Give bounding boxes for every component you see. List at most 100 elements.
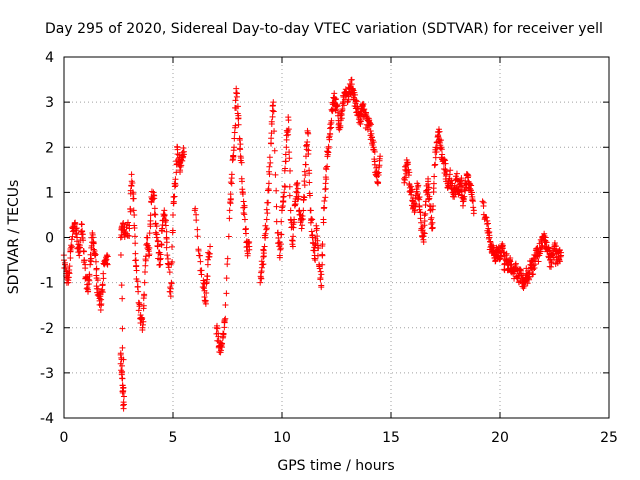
data-point (66, 267, 73, 274)
data-point (242, 226, 249, 233)
data-point (93, 265, 100, 272)
data-point (133, 267, 140, 274)
data-point (370, 139, 377, 146)
data-point (429, 224, 436, 231)
y-tick-label: 4 (45, 50, 54, 66)
data-point (531, 264, 538, 271)
data-point (219, 340, 226, 347)
data-point (92, 251, 99, 258)
data-point (286, 192, 293, 199)
data-point (65, 274, 72, 281)
data-point (166, 269, 173, 276)
data-point (479, 198, 486, 205)
data-point (443, 168, 450, 175)
data-point (278, 231, 285, 238)
data-point (437, 137, 444, 144)
data-point (268, 140, 275, 147)
data-point (353, 98, 360, 105)
data-point (535, 258, 542, 265)
data-point (169, 227, 176, 234)
data-point (436, 128, 443, 135)
data-point (282, 158, 289, 165)
y-tick-label: 0 (45, 231, 54, 247)
data-point (470, 198, 477, 205)
data-point (151, 211, 158, 218)
data-point (135, 288, 142, 295)
data-point (68, 244, 75, 251)
data-point (526, 273, 533, 280)
data-point (302, 172, 309, 179)
data-point (92, 258, 99, 265)
y-tick-label: -4 (40, 411, 54, 427)
data-point (163, 239, 170, 246)
data-point (95, 285, 102, 292)
data-point (442, 157, 449, 164)
data-point (298, 216, 305, 223)
data-point (72, 219, 79, 226)
data-point (451, 193, 458, 200)
data-point (146, 251, 153, 258)
data-point (266, 154, 273, 161)
data-point (130, 195, 137, 202)
data-point (240, 198, 247, 205)
data-point (418, 219, 425, 226)
data-point (124, 219, 131, 226)
data-point (69, 233, 76, 240)
data-point (170, 211, 176, 218)
data-point (409, 186, 416, 193)
data-point (425, 196, 432, 203)
data-point (261, 234, 268, 241)
data-point (232, 97, 239, 104)
data-point (73, 238, 80, 245)
data-point (326, 136, 333, 143)
data-point (94, 277, 101, 284)
data-point (207, 243, 214, 250)
data-point (246, 243, 253, 250)
data-point (324, 148, 331, 155)
data-point (61, 259, 68, 266)
data-point (304, 127, 311, 134)
data-point (231, 135, 238, 142)
data-point (321, 204, 328, 211)
data-point (269, 113, 276, 120)
data-point (417, 209, 424, 216)
data-point (265, 180, 272, 187)
data-point (118, 367, 125, 374)
data-point (292, 200, 299, 207)
data-point (438, 146, 445, 153)
data-point (119, 325, 126, 332)
data-point (258, 268, 265, 275)
data-point (167, 293, 174, 300)
data-point (289, 223, 296, 230)
data-point (432, 161, 439, 168)
data-point (447, 167, 454, 174)
data-point (483, 214, 490, 221)
data-point (432, 154, 439, 161)
data-point (104, 253, 111, 260)
data-point (195, 247, 202, 254)
data-point (120, 385, 127, 392)
data-point (366, 122, 373, 129)
data-point (85, 276, 92, 283)
data-point (168, 243, 175, 250)
data-point (87, 261, 94, 268)
data-point (425, 184, 432, 191)
data-point (416, 193, 423, 200)
data-point (162, 222, 169, 229)
data-point (141, 279, 148, 286)
data-point (233, 93, 240, 100)
y-tick-label: -2 (40, 321, 54, 337)
data-point (217, 347, 224, 354)
data-point (155, 238, 162, 245)
data-point (239, 191, 246, 198)
y-axis-label: SDTVAR / TECUs (6, 180, 22, 295)
data-point (408, 183, 415, 190)
data-point (153, 223, 160, 230)
data-point (415, 182, 422, 189)
data-point (179, 157, 186, 164)
data-point (170, 198, 177, 205)
data-point (295, 195, 302, 202)
data-point (417, 215, 424, 222)
data-point (430, 203, 437, 210)
data-point (231, 144, 238, 151)
